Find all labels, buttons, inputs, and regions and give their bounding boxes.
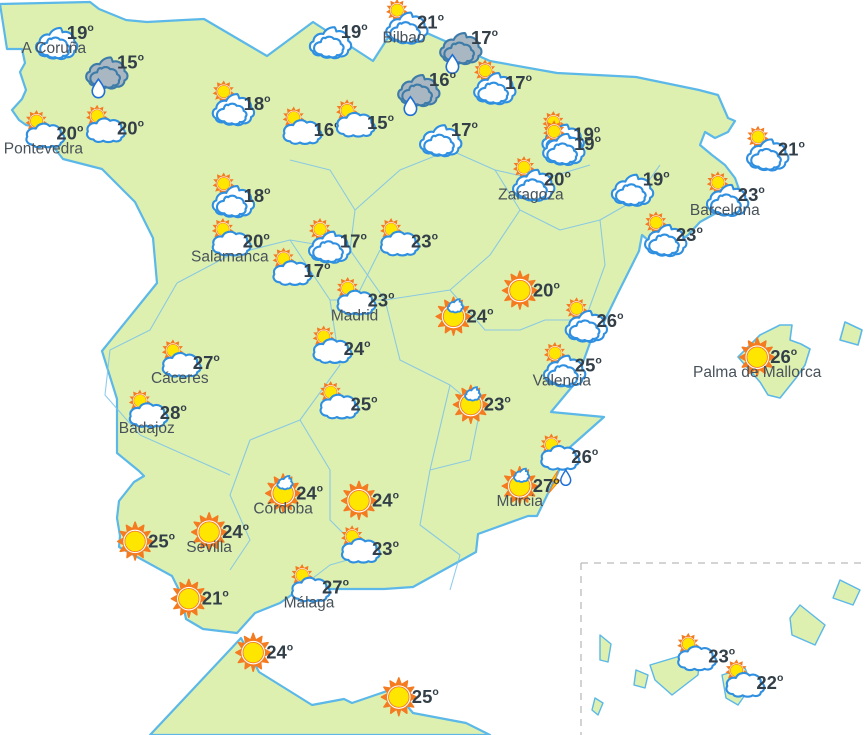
svg-text:Madrid: Madrid xyxy=(331,308,378,325)
svg-text:26o: 26o xyxy=(571,446,598,467)
svg-text:26o: 26o xyxy=(597,310,624,331)
svg-text:Valencia: Valencia xyxy=(533,373,592,390)
svg-text:23o: 23o xyxy=(676,224,703,245)
svg-text:17o: 17o xyxy=(471,27,498,48)
svg-text:24o: 24o xyxy=(266,642,293,663)
svg-text:A Coruña: A Coruña xyxy=(21,40,86,57)
svg-text:Pontevedra: Pontevedra xyxy=(4,141,84,158)
svg-text:Murcia: Murcia xyxy=(496,493,543,510)
svg-text:22o: 22o xyxy=(756,672,783,693)
svg-text:25o: 25o xyxy=(412,686,439,707)
svg-text:19o: 19o xyxy=(341,21,368,42)
svg-text:Bilbao: Bilbao xyxy=(382,30,425,47)
svg-text:Zaragoza: Zaragoza xyxy=(498,187,564,204)
svg-text:Sevilla: Sevilla xyxy=(186,539,232,556)
svg-text:Salamanca: Salamanca xyxy=(191,249,269,266)
svg-text:21o: 21o xyxy=(778,138,805,159)
svg-text:Málaga: Málaga xyxy=(284,595,335,612)
svg-text:Palma de Mallorca: Palma de Mallorca xyxy=(693,364,822,381)
svg-text:Barcelona: Barcelona xyxy=(690,202,760,219)
svg-text:Córdoba: Córdoba xyxy=(253,500,313,517)
svg-text:Cáceres: Cáceres xyxy=(151,370,209,387)
svg-text:Badajoz: Badajoz xyxy=(119,420,175,437)
